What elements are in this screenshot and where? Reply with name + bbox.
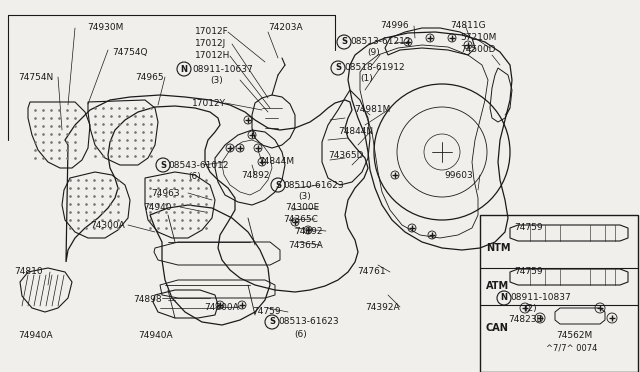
Text: 74844N: 74844N	[338, 128, 373, 137]
Text: 74759: 74759	[514, 266, 543, 276]
Text: 74300E: 74300E	[285, 203, 319, 212]
Text: 74203A: 74203A	[268, 23, 303, 32]
Text: ^7/7^ 0074: ^7/7^ 0074	[546, 343, 597, 353]
Text: 08510-61623: 08510-61623	[283, 180, 344, 189]
Text: 74810: 74810	[14, 267, 43, 276]
Text: 08513-61623: 08513-61623	[278, 317, 339, 327]
Text: (6): (6)	[294, 330, 307, 339]
Text: 74562M: 74562M	[556, 330, 592, 340]
Text: 08911-10837: 08911-10837	[510, 294, 571, 302]
Text: 74823D: 74823D	[508, 315, 543, 324]
Text: 74892: 74892	[294, 227, 323, 235]
Text: 08911-10637: 08911-10637	[192, 64, 253, 74]
Text: 74500D: 74500D	[460, 45, 495, 55]
Text: N: N	[180, 64, 188, 74]
Text: 74844M: 74844M	[258, 157, 294, 167]
Text: NTM: NTM	[486, 243, 511, 253]
Text: 99603: 99603	[444, 170, 473, 180]
Text: S: S	[269, 317, 275, 327]
Text: S: S	[335, 64, 341, 73]
Text: (3): (3)	[298, 192, 311, 202]
Text: (3): (3)	[210, 76, 223, 84]
Text: 08513-61212: 08513-61212	[350, 38, 410, 46]
Text: 17012H: 17012H	[195, 51, 230, 61]
Text: N: N	[500, 294, 508, 302]
Text: (2): (2)	[524, 304, 536, 312]
Text: 74754N: 74754N	[18, 73, 53, 81]
Text: 74940A: 74940A	[18, 330, 52, 340]
Text: 74365D: 74365D	[328, 151, 364, 160]
Text: 74930M: 74930M	[87, 23, 124, 32]
Text: 17012J: 17012J	[195, 39, 227, 48]
Text: 74940A: 74940A	[138, 330, 173, 340]
Bar	[480, 215, 638, 372]
Text: 74963: 74963	[151, 189, 180, 198]
Text: S: S	[160, 160, 166, 170]
Text: 74981M: 74981M	[354, 106, 390, 115]
Text: 74759: 74759	[252, 308, 280, 317]
Text: (6): (6)	[188, 171, 201, 180]
Text: 57210M: 57210M	[460, 33, 497, 42]
Text: 74965: 74965	[135, 73, 164, 81]
Text: 74759: 74759	[514, 224, 543, 232]
Text: 08518-61912: 08518-61912	[344, 64, 404, 73]
Text: (9): (9)	[367, 48, 380, 58]
Text: 74754Q: 74754Q	[112, 48, 147, 57]
Text: 17012F: 17012F	[195, 28, 228, 36]
Text: ATM: ATM	[486, 281, 509, 291]
Text: 08543-61012: 08543-61012	[168, 160, 228, 170]
Text: S: S	[275, 180, 281, 189]
Text: 74761: 74761	[357, 267, 386, 276]
Text: 74300A: 74300A	[90, 221, 125, 230]
Text: 17012Y: 17012Y	[192, 99, 226, 108]
Text: 74365A: 74365A	[288, 241, 323, 250]
Text: CAN: CAN	[486, 323, 509, 333]
Text: (1): (1)	[360, 74, 372, 83]
Text: 74898: 74898	[133, 295, 162, 305]
Text: S: S	[341, 38, 347, 46]
Text: 74996: 74996	[380, 22, 408, 31]
Text: 74392A: 74392A	[365, 302, 399, 311]
Text: 74940: 74940	[143, 202, 172, 212]
Text: 74892: 74892	[241, 170, 269, 180]
Text: 74811G: 74811G	[450, 20, 486, 29]
Text: 74300A: 74300A	[204, 302, 239, 311]
Text: 74365C: 74365C	[283, 215, 318, 224]
